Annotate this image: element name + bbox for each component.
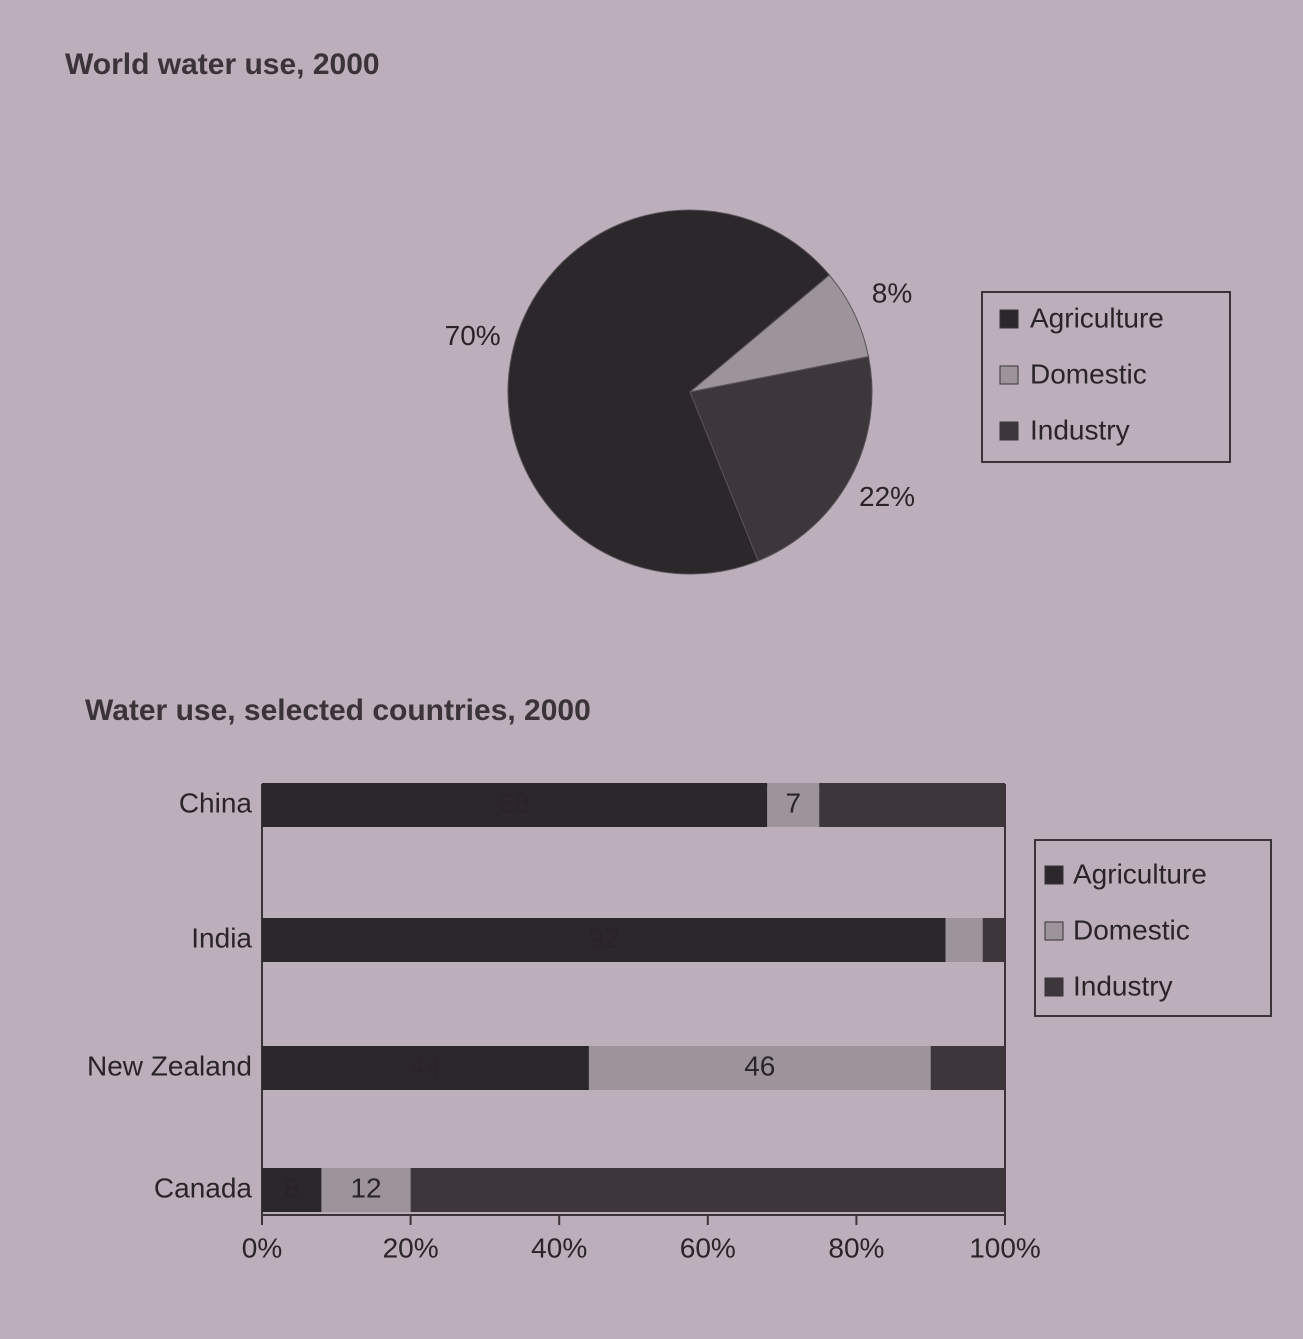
bar-segment [262, 783, 768, 827]
pie-slice [689, 274, 870, 393]
bar-segment [819, 783, 1005, 827]
bar-segment [262, 1046, 589, 1090]
legend-swatch [1044, 865, 1064, 885]
x-tick-label: 0% [242, 1232, 282, 1263]
bar-segment [982, 918, 1005, 962]
legend-label: Domestic [1030, 358, 1147, 389]
legend-swatch [999, 309, 1019, 329]
bar-value-label: 12 [350, 1172, 381, 1203]
legend-swatch [999, 365, 1019, 385]
bar-segment [945, 918, 983, 962]
bar-value-label: 92 [588, 922, 619, 953]
y-tick-label: China [179, 787, 253, 818]
bar-segment [930, 1046, 1005, 1090]
pie-title: World water use, 2000 [65, 48, 380, 81]
legend-swatch [999, 421, 1019, 441]
bar-segment [588, 1046, 931, 1090]
legend-label: Industry [1030, 414, 1130, 445]
bar-title: Water use, selected countries, 2000 [85, 694, 591, 727]
legend-swatch [1044, 921, 1064, 941]
y-tick-label: New Zealand [87, 1050, 252, 1081]
bar-value-label: 46 [744, 1050, 775, 1081]
bar-value-label: 8 [284, 1172, 300, 1203]
bar-legend-box [1034, 839, 1272, 1017]
legend-label: Agriculture [1073, 858, 1207, 889]
bar-segment [767, 783, 820, 827]
pie-label: 8% [872, 278, 912, 309]
y-tick-label: India [191, 922, 252, 953]
pie-slice [507, 209, 831, 575]
legend-swatch [1044, 977, 1064, 997]
bar-value-label: 44 [410, 1050, 441, 1081]
bar-segment [321, 1168, 411, 1212]
x-tick-label: 100% [969, 1232, 1041, 1263]
bar-segment [262, 1168, 322, 1212]
bar-value-label: 68 [499, 787, 530, 818]
bar-segment [262, 918, 946, 962]
bar-value-label: 7 [785, 787, 801, 818]
legend-label: Industry [1073, 970, 1173, 1001]
x-tick-label: 80% [828, 1232, 884, 1263]
x-tick-label: 60% [680, 1232, 736, 1263]
pie-legend-box [981, 291, 1231, 463]
x-tick-label: 20% [383, 1232, 439, 1263]
pie-label: 22% [859, 481, 915, 512]
legend-label: Domestic [1073, 914, 1190, 945]
pie-slice [689, 356, 873, 562]
legend-label: Agriculture [1030, 302, 1164, 333]
y-tick-label: Canada [154, 1172, 253, 1203]
bar-segment [410, 1168, 1006, 1212]
pie-label: 70% [445, 320, 501, 351]
x-tick-label: 40% [531, 1232, 587, 1263]
